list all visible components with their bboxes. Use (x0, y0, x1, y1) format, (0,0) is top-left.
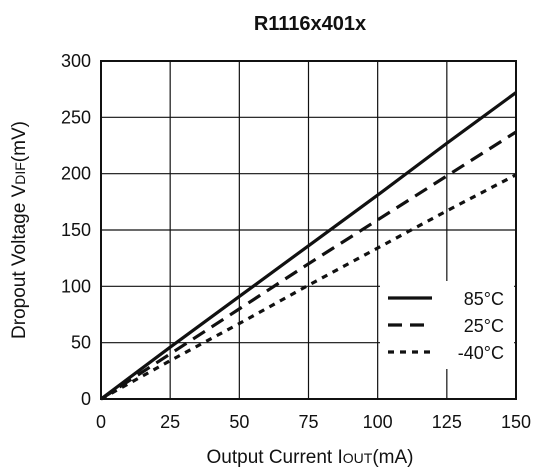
y-tick-label: 0 (81, 389, 91, 409)
x-tick-label: 0 (96, 412, 106, 432)
y-tick-label: 150 (61, 220, 91, 240)
legend-box (380, 281, 514, 369)
y-tick-label: 250 (61, 107, 91, 127)
x-tick-label: 100 (363, 412, 393, 432)
y-tick-label: 300 (61, 51, 91, 71)
x-tick-label: 75 (298, 412, 318, 432)
y-tick-label: 100 (61, 276, 91, 296)
x-tick-label: 25 (160, 412, 180, 432)
x-axis-label-main: Output Current I (207, 447, 343, 468)
legend-label: 85°C (464, 289, 504, 309)
y-tick-label: 50 (71, 333, 91, 353)
x-tick-label: 50 (229, 412, 249, 432)
y-axis-label: Dropout Voltage VDIF(mV) (9, 121, 30, 339)
series-lines (100, 91, 517, 401)
chart-title: R1116x401x (254, 13, 366, 35)
x-axis-label-sub: OUT (343, 450, 373, 466)
y-axis-label-main: Dropout Voltage V (9, 184, 30, 339)
plot-frame (100, 60, 517, 400)
x-axis-label: Output Current IOUT(mA) (207, 447, 414, 468)
series-line (100, 130, 517, 401)
x-tick-labels: 0 25 50 75 100 125 150 (96, 412, 531, 432)
y-tick-labels: 0 50 100 150 200 250 300 (61, 51, 91, 409)
x-tick-label: 150 (501, 412, 531, 432)
legend-items: 85°C 25°C -40°C (388, 289, 504, 363)
y-axis-label-unit: (mV) (9, 121, 30, 162)
x-tick-label: 125 (432, 412, 462, 432)
series-line (100, 91, 517, 401)
y-tick-label: 200 (61, 164, 91, 184)
legend-label: -40°C (458, 343, 504, 363)
x-axis-label-unit: (mA) (372, 447, 413, 468)
y-axis-label-sub: DIF (12, 162, 28, 185)
legend-label: 25°C (464, 316, 504, 336)
legend: 85°C 25°C -40°C (380, 281, 514, 369)
